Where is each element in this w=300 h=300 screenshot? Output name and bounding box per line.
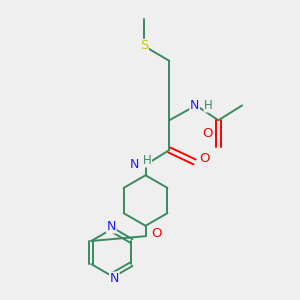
Text: N: N bbox=[190, 99, 199, 112]
Text: N: N bbox=[110, 272, 119, 285]
Text: S: S bbox=[140, 40, 148, 52]
Text: H: H bbox=[204, 99, 213, 112]
Text: O: O bbox=[199, 152, 209, 165]
Text: O: O bbox=[202, 127, 212, 140]
Text: O: O bbox=[152, 227, 162, 240]
Text: N: N bbox=[130, 158, 139, 171]
Text: H: H bbox=[143, 154, 152, 167]
Text: N: N bbox=[107, 220, 116, 233]
